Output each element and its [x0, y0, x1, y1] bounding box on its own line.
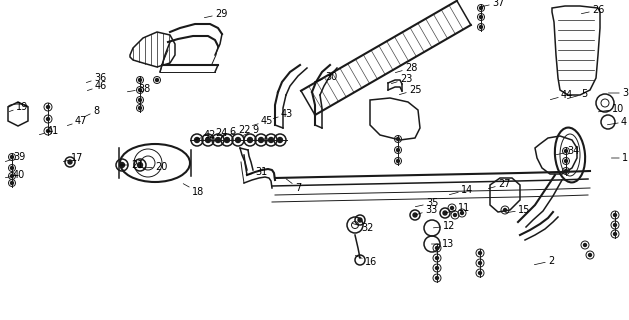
Text: 39: 39: [5, 152, 25, 162]
Text: 27: 27: [488, 179, 511, 189]
Circle shape: [479, 261, 482, 265]
Text: 10: 10: [598, 104, 624, 114]
Circle shape: [259, 138, 264, 142]
Text: 28: 28: [396, 63, 418, 73]
Text: 17: 17: [64, 153, 84, 163]
Circle shape: [479, 6, 482, 10]
Circle shape: [68, 160, 72, 164]
Circle shape: [479, 271, 482, 275]
Text: 9: 9: [243, 125, 258, 135]
Circle shape: [589, 253, 591, 257]
Text: 40: 40: [6, 170, 25, 180]
Circle shape: [11, 166, 13, 170]
Circle shape: [11, 156, 13, 158]
Text: 45: 45: [252, 116, 274, 126]
Text: 16: 16: [355, 256, 377, 267]
Circle shape: [47, 106, 50, 108]
Text: 19: 19: [9, 102, 28, 112]
Circle shape: [564, 170, 567, 172]
Circle shape: [396, 148, 399, 151]
Circle shape: [396, 138, 399, 140]
Circle shape: [216, 138, 221, 142]
Text: 13: 13: [431, 239, 454, 249]
Circle shape: [479, 15, 482, 19]
Text: 24: 24: [206, 128, 227, 138]
Circle shape: [138, 89, 142, 92]
Text: 14: 14: [449, 185, 473, 195]
Circle shape: [454, 213, 457, 217]
Circle shape: [235, 138, 240, 142]
Circle shape: [613, 213, 616, 217]
Text: 21: 21: [120, 160, 143, 170]
Circle shape: [138, 99, 142, 101]
Circle shape: [435, 276, 438, 279]
Circle shape: [479, 252, 482, 254]
Text: 11: 11: [447, 203, 470, 213]
Circle shape: [564, 149, 567, 153]
Text: 30: 30: [314, 72, 337, 82]
Circle shape: [138, 107, 142, 109]
Text: 38: 38: [128, 84, 150, 94]
Circle shape: [120, 163, 125, 167]
Circle shape: [138, 78, 142, 82]
Text: 37: 37: [481, 0, 504, 8]
Text: 41: 41: [40, 126, 59, 136]
Circle shape: [503, 209, 506, 212]
Text: 7: 7: [286, 179, 301, 193]
Text: 20: 20: [143, 162, 167, 172]
Text: 36: 36: [86, 73, 106, 83]
Text: 1: 1: [611, 153, 628, 163]
Text: 25: 25: [399, 85, 421, 95]
Text: 44: 44: [550, 90, 573, 100]
Circle shape: [564, 159, 567, 163]
Text: 26: 26: [581, 5, 604, 15]
Circle shape: [138, 163, 143, 167]
Circle shape: [479, 26, 482, 28]
Circle shape: [435, 246, 438, 250]
Circle shape: [396, 159, 399, 163]
Circle shape: [450, 206, 454, 210]
Text: 32: 32: [352, 223, 374, 233]
Text: 6: 6: [221, 127, 235, 137]
Text: 22: 22: [230, 125, 250, 135]
Circle shape: [11, 174, 13, 178]
Text: 23: 23: [391, 74, 413, 84]
Circle shape: [584, 244, 586, 246]
Circle shape: [413, 213, 417, 217]
Text: 12: 12: [433, 221, 455, 231]
Circle shape: [460, 212, 464, 214]
Circle shape: [613, 223, 616, 227]
Circle shape: [225, 138, 230, 142]
Text: 29: 29: [204, 9, 227, 19]
Circle shape: [155, 78, 159, 82]
Text: 8: 8: [86, 106, 99, 116]
Text: 33: 33: [416, 205, 437, 215]
Circle shape: [194, 138, 199, 142]
Circle shape: [277, 138, 282, 142]
Circle shape: [269, 138, 274, 142]
Circle shape: [47, 130, 50, 132]
Text: 46: 46: [87, 81, 108, 91]
Text: 18: 18: [183, 184, 204, 197]
Text: 34: 34: [557, 146, 579, 156]
Circle shape: [613, 233, 616, 236]
Text: 35: 35: [415, 198, 438, 208]
Circle shape: [435, 257, 438, 260]
Circle shape: [47, 117, 50, 121]
Text: 15: 15: [505, 205, 530, 215]
Text: 2: 2: [535, 256, 554, 266]
Circle shape: [206, 138, 211, 142]
Text: 42: 42: [196, 130, 216, 140]
Text: 43: 43: [274, 109, 293, 119]
Circle shape: [435, 267, 438, 269]
Text: 5: 5: [567, 89, 587, 99]
Text: 47: 47: [67, 116, 87, 126]
Circle shape: [443, 211, 447, 215]
Circle shape: [358, 218, 362, 222]
Text: 3: 3: [608, 88, 628, 98]
Text: 4: 4: [608, 117, 627, 127]
Circle shape: [11, 181, 13, 185]
Circle shape: [247, 138, 252, 142]
Text: 31: 31: [247, 167, 267, 177]
